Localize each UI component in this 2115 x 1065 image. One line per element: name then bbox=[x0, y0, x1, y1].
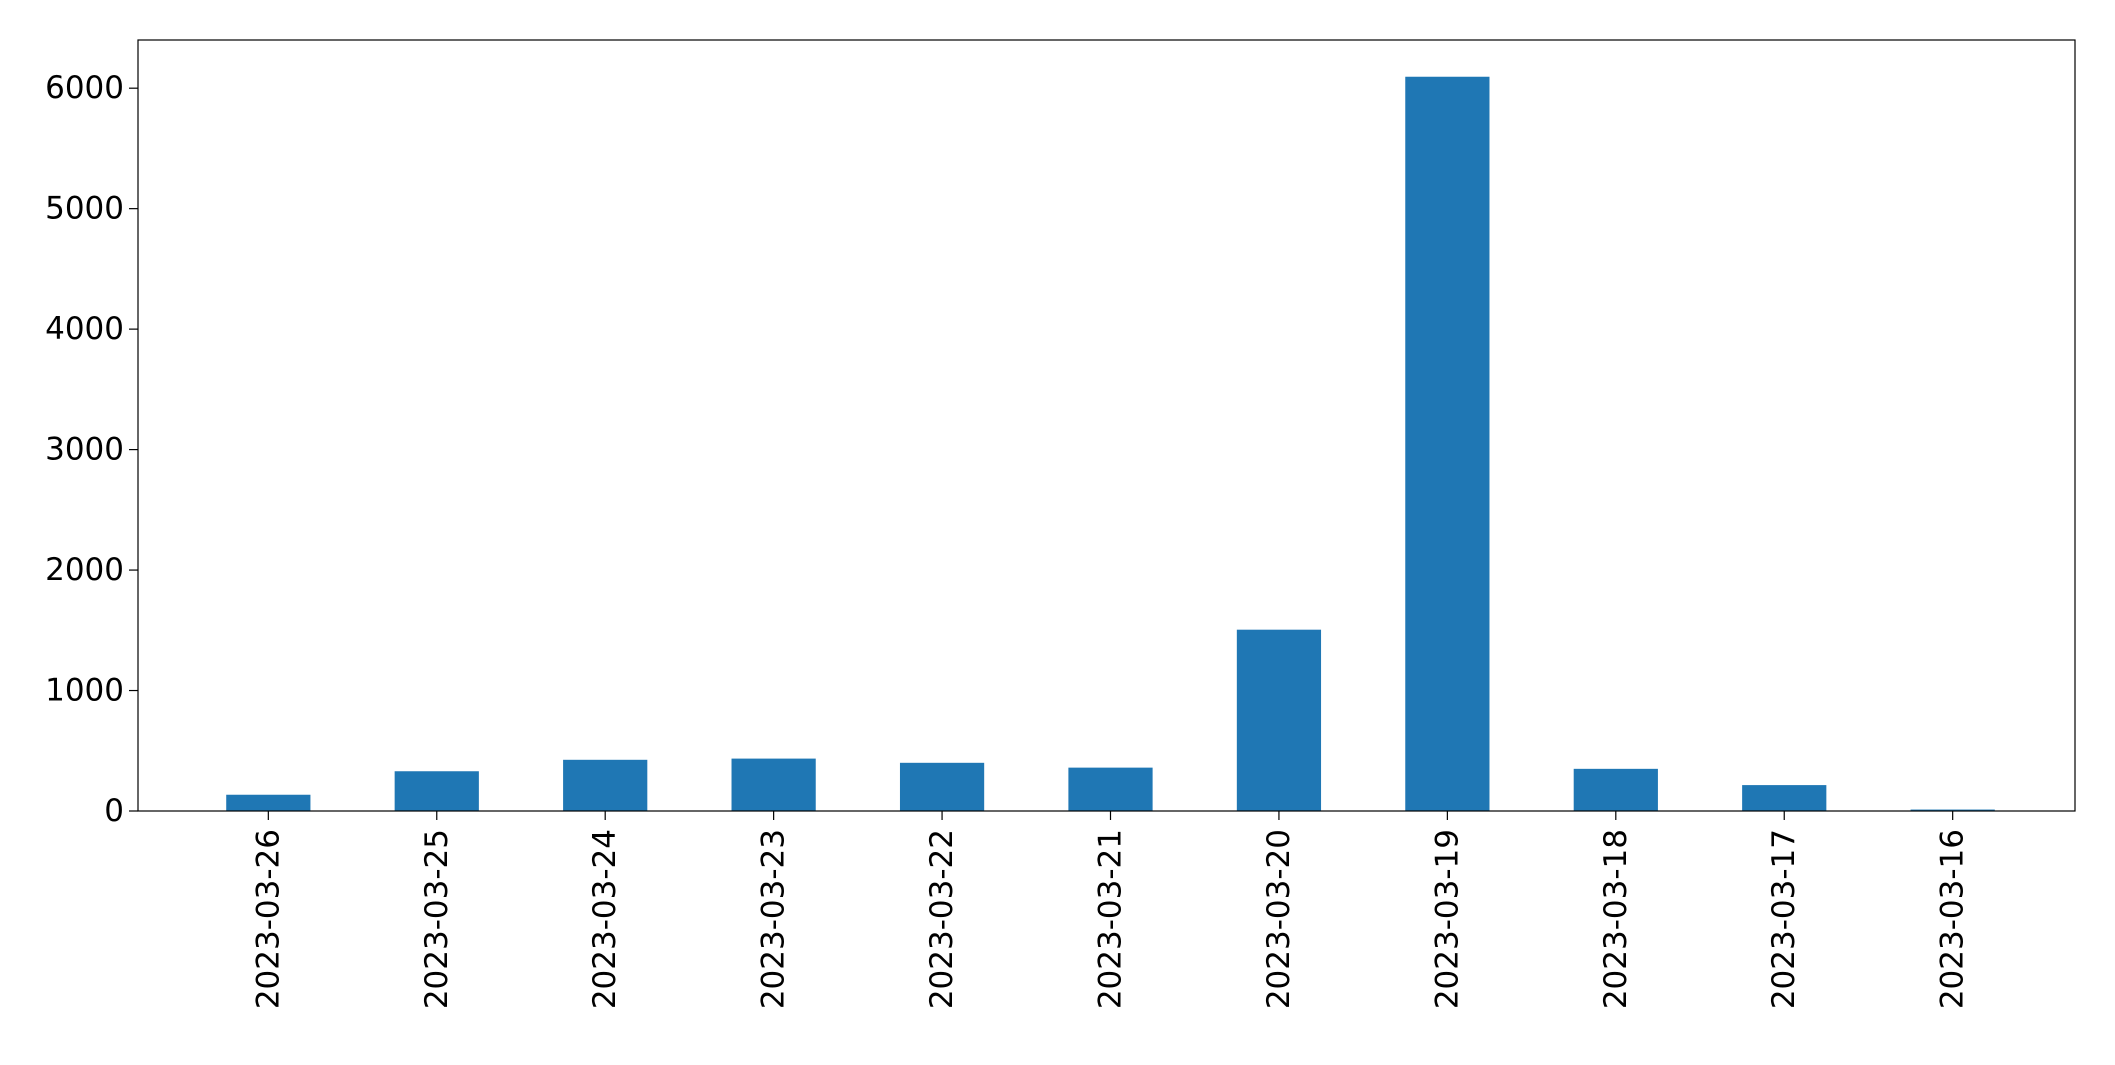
bar-2023-03-17 bbox=[1742, 785, 1827, 811]
x-tick-label: 2023-03-20 bbox=[1261, 829, 1297, 1009]
x-tick-label: 2023-03-24 bbox=[587, 829, 623, 1009]
bar-2023-03-19 bbox=[1405, 76, 1490, 812]
y-tick-label: 3000 bbox=[45, 432, 124, 468]
bar-2023-03-24 bbox=[563, 759, 648, 811]
x-tick-label: 2023-03-26 bbox=[250, 829, 286, 1009]
plot-frame bbox=[137, 39, 2076, 812]
y-tick-label: 6000 bbox=[45, 70, 124, 106]
x-tick-label: 2023-03-22 bbox=[924, 829, 960, 1009]
x-axis: 2023-03-26 2023-03-25 2023-03-24 2023-03-23… bbox=[250, 811, 1971, 1009]
bar-2023-03-21 bbox=[1068, 767, 1153, 811]
y-axis: 0 1000 2000 3000 4000 5000 6000 bbox=[45, 70, 138, 829]
x-tick-label: 2023-03-18 bbox=[1598, 829, 1634, 1009]
bar-2023-03-16 bbox=[1910, 809, 1995, 811]
bar-2023-03-18 bbox=[1573, 768, 1658, 811]
bar-2023-03-26 bbox=[226, 794, 311, 811]
bar-2023-03-25 bbox=[394, 771, 479, 811]
x-tick-label: 2023-03-21 bbox=[1093, 829, 1129, 1009]
y-tick-label: 2000 bbox=[45, 552, 124, 588]
bar-2023-03-22 bbox=[899, 762, 985, 811]
bar-2023-03-20 bbox=[1236, 629, 1322, 811]
bar-2023-03-23 bbox=[731, 758, 816, 811]
y-tick-label: 4000 bbox=[45, 311, 124, 347]
x-tick-label: 2023-03-16 bbox=[1935, 829, 1971, 1009]
x-tick-label: 2023-03-25 bbox=[419, 829, 455, 1009]
bars-layer bbox=[226, 76, 1995, 812]
y-tick-label: 1000 bbox=[45, 673, 124, 709]
y-tick-label: 0 bbox=[104, 793, 124, 829]
x-tick-label: 2023-03-23 bbox=[756, 829, 792, 1009]
x-tick-label: 2023-03-19 bbox=[1429, 829, 1465, 1009]
x-tick-label: 2023-03-17 bbox=[1766, 829, 1802, 1009]
y-tick-label: 5000 bbox=[45, 191, 124, 227]
